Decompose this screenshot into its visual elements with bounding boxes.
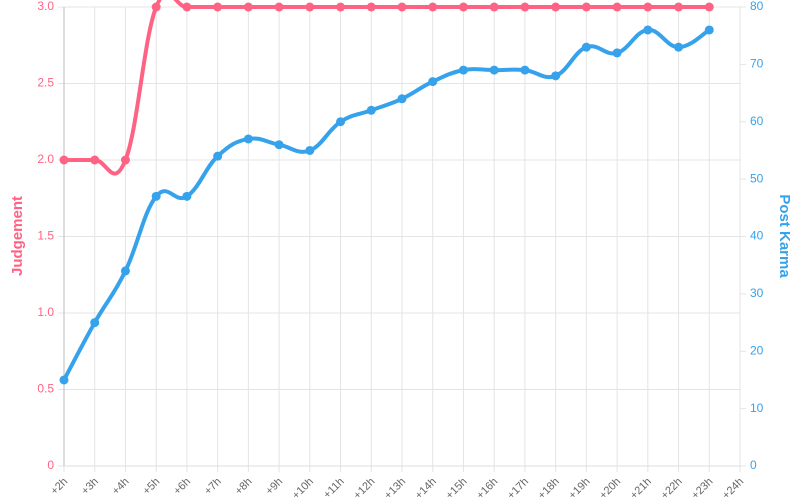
x-tick-label: +21h	[628, 476, 654, 500]
series-line	[62, 0, 712, 176]
y2-tick-label: 50	[750, 171, 764, 185]
data-point	[489, 2, 499, 12]
data-point	[643, 25, 653, 35]
data-point	[120, 155, 130, 165]
x-tick-label: +24h	[720, 476, 746, 500]
data-point	[120, 266, 130, 276]
x-tick-label: +4h	[110, 476, 132, 498]
data-point	[551, 2, 561, 12]
data-point	[336, 2, 346, 12]
x-tick-label: +14h	[413, 476, 439, 500]
data-point	[274, 140, 284, 150]
data-point	[182, 2, 192, 12]
data-point	[397, 94, 407, 104]
data-point	[551, 71, 561, 81]
x-tick-label: +7h	[202, 476, 224, 498]
data-point	[366, 2, 376, 12]
data-point	[305, 145, 315, 155]
x-tick-label: +3h	[79, 476, 101, 498]
x-tick-label: +15h	[444, 476, 470, 500]
data-point	[704, 2, 714, 12]
y-tick-label: 1.0	[37, 305, 54, 319]
data-point	[428, 77, 438, 87]
x-tick-label: +5h	[141, 476, 163, 498]
y2-tick-label: 10	[750, 401, 764, 415]
data-point	[366, 105, 376, 115]
data-point	[612, 48, 622, 58]
y-tick-label: 1.5	[37, 229, 54, 243]
y-axis-title: Judgement	[9, 196, 26, 276]
x-tick-label: +18h	[536, 476, 562, 500]
y2-axis-title: Post Karma	[776, 194, 793, 278]
y2-tick-label: 70	[750, 57, 764, 71]
y2-tick-label: 0	[750, 458, 757, 472]
data-point	[643, 2, 653, 12]
x-tick-label: +6h	[171, 476, 193, 498]
data-point	[397, 2, 407, 12]
y-tick-label: 2.0	[37, 152, 54, 166]
data-point	[213, 151, 223, 161]
data-point	[90, 155, 100, 165]
x-tick-label: +16h	[474, 476, 500, 500]
data-point	[581, 42, 591, 52]
y2-tick-label: 60	[750, 114, 764, 128]
data-point	[458, 2, 468, 12]
x-tick-label: +12h	[351, 476, 377, 500]
data-point	[428, 2, 438, 12]
data-point	[581, 2, 591, 12]
data-point	[90, 318, 100, 328]
data-point	[704, 25, 714, 35]
y-tick-label: 2.5	[37, 76, 54, 90]
data-point	[59, 155, 69, 165]
x-tick-label: +19h	[567, 476, 593, 500]
data-point	[674, 42, 684, 52]
data-point	[489, 65, 499, 75]
x-tick-label: +11h	[321, 476, 346, 500]
data-point	[674, 2, 684, 12]
data-point	[336, 117, 346, 127]
y-tick-label: 0	[47, 458, 54, 472]
data-point	[458, 65, 468, 75]
x-tick-label: +17h	[505, 476, 531, 500]
data-point	[243, 2, 253, 12]
x-tick-label: +23h	[689, 476, 715, 500]
data-point	[59, 375, 69, 385]
y2-tick-label: 30	[750, 286, 764, 300]
x-tick-label: +20h	[597, 476, 623, 500]
x-tick-label: +2h	[48, 476, 70, 498]
data-point	[305, 2, 315, 12]
data-point	[520, 2, 530, 12]
y2-tick-label: 20	[750, 343, 764, 357]
data-point	[151, 2, 161, 12]
x-tick-label: +22h	[659, 476, 685, 500]
x-tick-label: +8h	[233, 476, 255, 498]
series-line	[62, 27, 712, 382]
x-tick-label: +13h	[382, 476, 408, 500]
data-point	[612, 2, 622, 12]
y2-tick-label: 80	[750, 0, 764, 13]
y-tick-label: 3.0	[37, 0, 54, 13]
data-point	[274, 2, 284, 12]
x-tick-label: +9h	[264, 476, 286, 498]
data-point	[520, 65, 530, 75]
data-point	[151, 191, 161, 201]
y-tick-label: 0.5	[37, 382, 54, 396]
data-point	[213, 2, 223, 12]
data-point	[182, 191, 192, 201]
data-point	[243, 134, 253, 144]
y2-tick-label: 40	[750, 229, 764, 243]
x-tick-label: +10h	[290, 476, 316, 500]
